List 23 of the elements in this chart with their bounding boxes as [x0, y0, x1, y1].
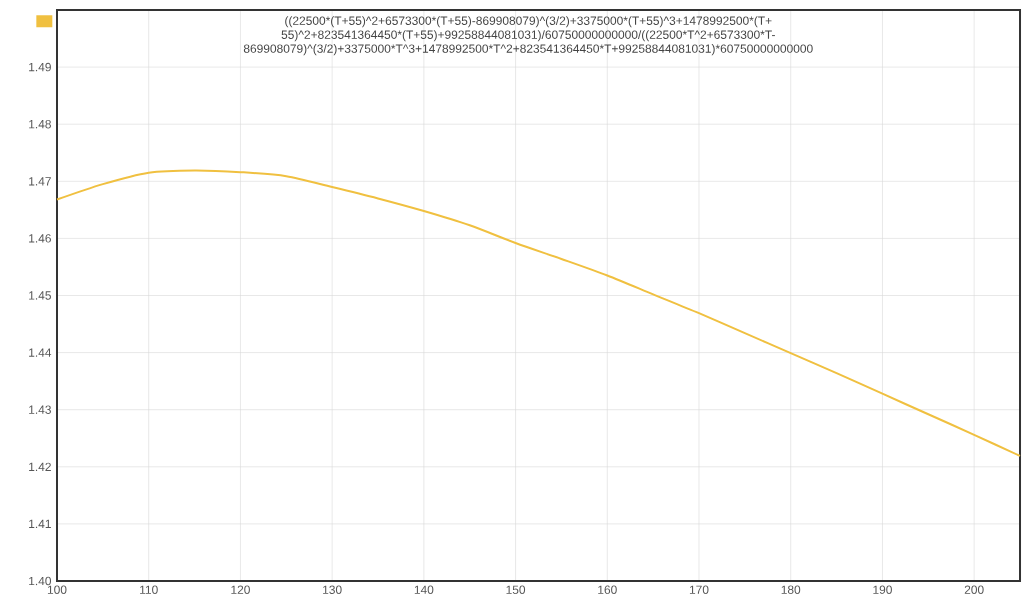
y-tick-label: 1.47: [29, 177, 51, 186]
y-tick-label: 1.42: [29, 462, 51, 471]
y-tick-label: 1.45: [29, 291, 51, 300]
x-tick-label: 120: [231, 585, 250, 594]
line-series: [56, 169, 1022, 457]
y-tick-label: 1.49: [29, 62, 51, 72]
x-tick-label: 200: [964, 585, 984, 594]
x-tick-label: 180: [781, 585, 801, 594]
y-tick-label: 1.41: [29, 519, 51, 529]
text: ((22500*(T+55)^2+6573300*(T+55)-869908079)^(3/2)+3375000*(T+55)^3+1478992500*(T+55)^2+823541364450*(T+55)+99258844081031)/60750000000000/((22500*T^2+6573300*T-869908079)^(3/2)+3375000*T^3+1478992500*T^2+823541364450*T+99258844081031)*60750000000000: [243, 16, 813, 56]
x-tick-label: 140: [414, 585, 434, 594]
x-tick-label: 170: [689, 585, 709, 594]
x-tick-label: 110: [140, 585, 158, 594]
x-tick-label: 160: [598, 585, 617, 594]
y-tick-label: 1.44: [29, 348, 52, 357]
x-tick-label: 100: [47, 585, 67, 594]
y-tick-label: 1.40: [29, 576, 52, 586]
x-tick-label: 130: [323, 585, 342, 594]
y-tick-label: 1.46: [29, 234, 51, 243]
x-tick-label: 190: [873, 585, 892, 594]
y-tick-label: 1.43: [29, 405, 51, 414]
x-tick-label: 150: [506, 585, 526, 594]
y-tick-label: 1.48: [29, 119, 51, 129]
